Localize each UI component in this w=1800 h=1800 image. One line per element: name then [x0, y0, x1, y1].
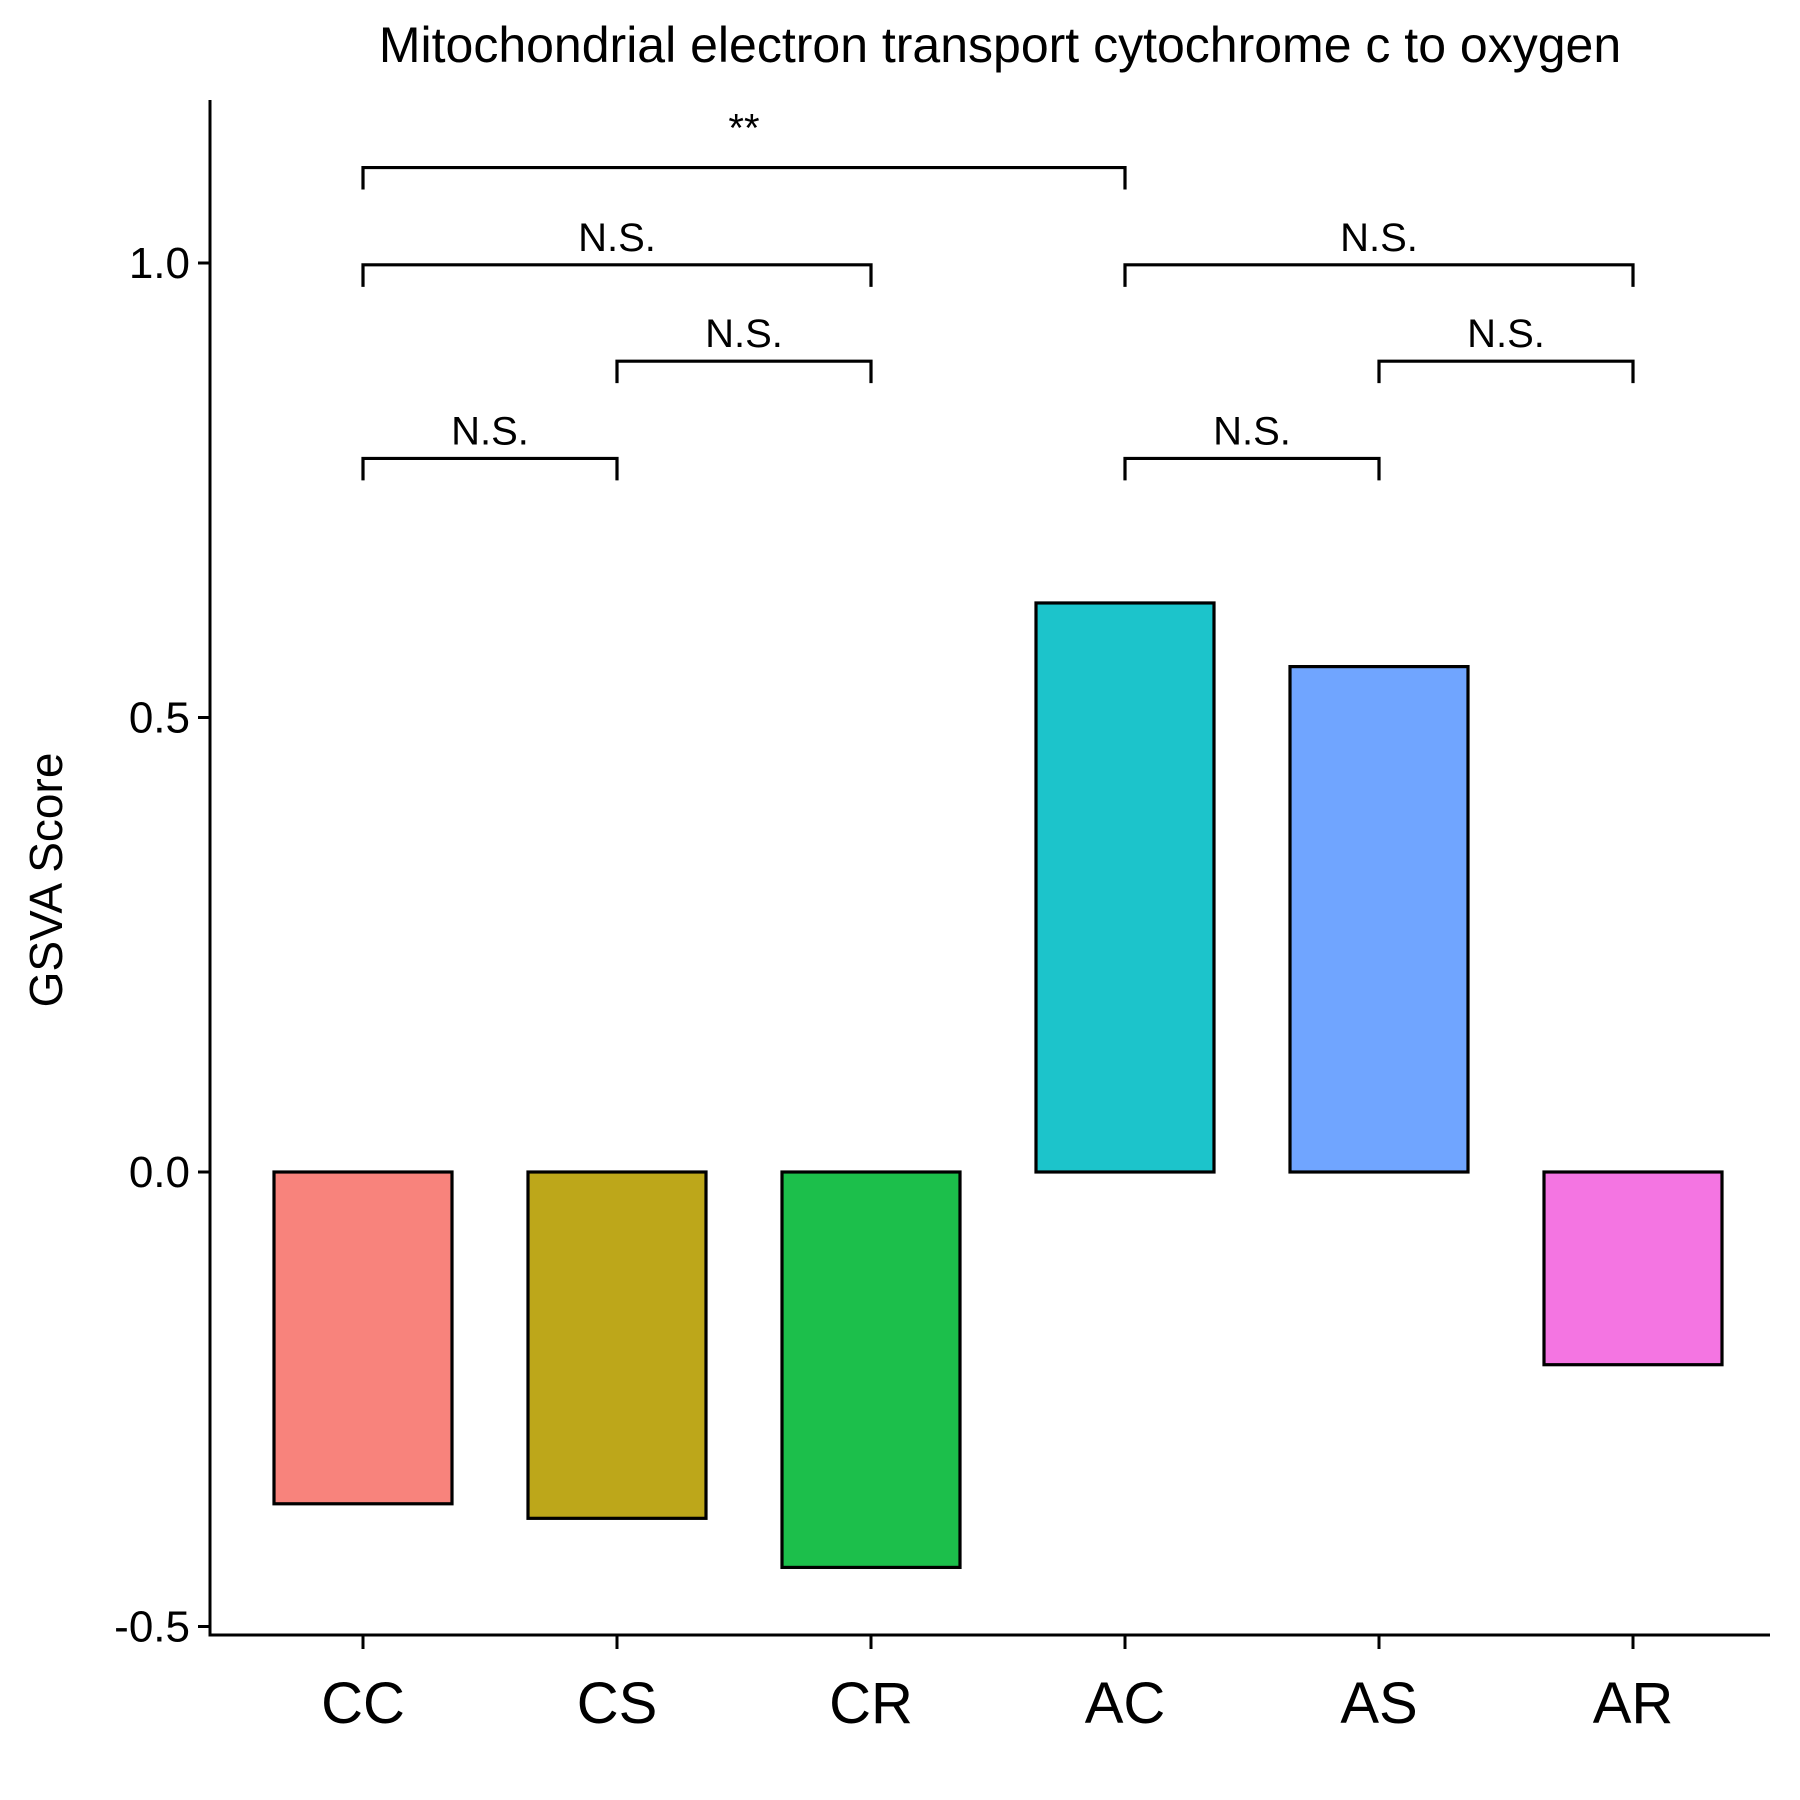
significance-bracket: [1377, 359, 1635, 384]
y-tick-label: -0.5: [114, 1603, 190, 1652]
chart-title: Mitochondrial electron transport cytochr…: [379, 17, 1621, 73]
significance-bracket: [1123, 456, 1381, 481]
significance-bracket: [361, 165, 1127, 190]
x-tick-label: CC: [321, 1671, 405, 1736]
bar-cr: [780, 1170, 962, 1570]
x-tick-label: AR: [1593, 1671, 1674, 1736]
significance-label: N.S.: [1340, 216, 1418, 260]
x-tick-label: CS: [577, 1671, 658, 1736]
plot-area: -0.5 0.0 0.5 1.0 CC CS CR AC AS AR N.S. N.S. N.S. N.S…: [114, 100, 1770, 1736]
significance-bracket: [361, 263, 873, 287]
bar-cc: [272, 1170, 454, 1506]
significance-label: N.S.: [451, 409, 529, 453]
significance-label: N.S.: [705, 312, 783, 356]
bar-cs: [526, 1170, 708, 1520]
y-axis-label: GSVA Score: [20, 753, 72, 1008]
bar-as: [1288, 664, 1470, 1174]
y-tick-label: 1.0: [129, 239, 190, 288]
significance-label: **: [728, 107, 759, 151]
y-tick-label: 0.5: [129, 694, 190, 743]
y-tick-label: 0.0: [129, 1148, 190, 1197]
significance-bracket: [361, 456, 619, 481]
significance-bracket: [615, 359, 873, 384]
significance-bracket: [1123, 263, 1635, 287]
x-tick-label: AC: [1085, 1671, 1166, 1736]
significance-label: N.S.: [1467, 312, 1545, 356]
x-tick-label: CR: [829, 1671, 913, 1736]
bar-ac: [1034, 601, 1216, 1174]
significance-label: N.S.: [578, 216, 656, 260]
x-tick-label: AS: [1340, 1671, 1417, 1736]
significance-label: N.S.: [1213, 409, 1291, 453]
bar-ar: [1542, 1170, 1724, 1367]
